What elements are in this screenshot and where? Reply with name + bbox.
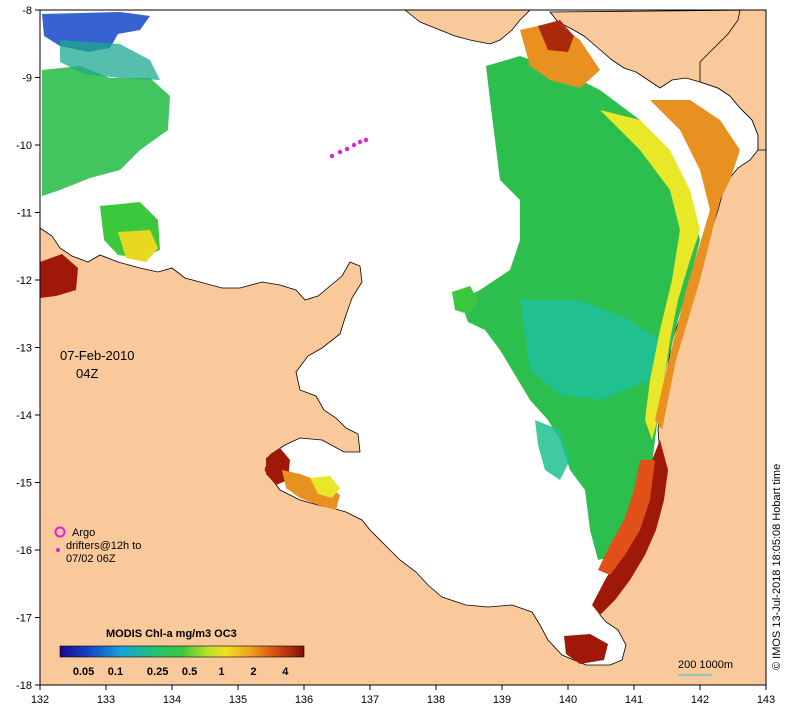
chl-gulf-red-south-tip <box>564 634 608 664</box>
lon-tick-label: 136 <box>295 694 313 706</box>
colorbar-labels: 0.05 0.1 0.25 0.5 1 2 4 <box>73 666 289 678</box>
drifter-point <box>337 149 343 155</box>
land-layer <box>39 9 767 686</box>
colorbar-tick-label: 2 <box>250 666 256 678</box>
argo-label: Argo <box>72 527 95 539</box>
chl-sw-yellow <box>310 476 340 498</box>
lat-tick-label: -10 <box>16 140 32 152</box>
colorbar-tick-label: 4 <box>282 666 289 678</box>
chl-gulf-teal-southwest <box>535 420 570 480</box>
chl-gulf-orange-southeast <box>598 460 655 575</box>
drifter-symbol <box>56 548 60 552</box>
lon-tick-label: 139 <box>493 694 511 706</box>
drifter-point <box>329 153 335 159</box>
lat-tick-label: -17 <box>16 613 32 625</box>
lon-tick-label: 141 <box>625 694 643 706</box>
lat-tick-label: -13 <box>16 343 32 355</box>
time-label: 04Z <box>76 366 98 381</box>
latitude-axis: -8 -9 -10 -11 -12 -13 -14 -15 -16 -17 -18 <box>16 5 40 692</box>
colorbar-gradient <box>59 645 305 658</box>
lat-tick-label: -16 <box>16 545 32 557</box>
colorbar-tick-label: 0.25 <box>147 666 168 678</box>
colorbar-tick-label: 0.1 <box>108 666 123 678</box>
chl-patch-nw-red <box>40 254 78 298</box>
argo-symbol <box>54 526 66 538</box>
chl-gulf-green-west <box>452 286 478 314</box>
date-label: 07-Feb-2010 <box>60 348 134 363</box>
drifter-point <box>351 142 357 148</box>
chl-patch-nw-green <box>42 66 170 196</box>
chl-gulf-yellow-east <box>600 110 700 440</box>
drifters-label-line1: drifters@12h to <box>66 540 141 552</box>
drifters-label-line2: 07/02 06Z <box>66 553 116 565</box>
longitude-axis: 132 133 134 135 136 137 138 139 140 141 142 143 <box>31 685 775 706</box>
depth-label: 200 1000m <box>678 659 733 671</box>
colorbar-tick-label: 1 <box>218 666 224 678</box>
chl-gulf-orange-east <box>650 100 740 430</box>
lon-tick-label: 140 <box>559 694 577 706</box>
chl-patch-coast-yellow <box>118 230 158 262</box>
legend-argo: Argo drifters@12h to 07/02 06Z <box>54 526 141 565</box>
lon-tick-label: 134 <box>163 694 181 706</box>
lon-tick-label: 132 <box>31 694 49 706</box>
lat-tick-label: -12 <box>16 275 32 287</box>
lon-tick-label: 137 <box>361 694 379 706</box>
colorbar-tick-label: 0.05 <box>73 666 94 678</box>
chl-gulf-orange-north <box>520 22 600 88</box>
lon-tick-label: 138 <box>427 694 445 706</box>
lat-tick-label: -14 <box>16 410 32 422</box>
chl-patch-nw-teal <box>60 40 160 80</box>
depth-legend: 200 1000m <box>678 659 733 676</box>
lat-tick-label: -18 <box>16 680 32 692</box>
lon-tick-label: 143 <box>757 694 775 706</box>
drifter-point <box>344 146 350 152</box>
chl-gulf-red-north <box>538 20 574 52</box>
chl-sw-orange <box>282 470 340 510</box>
colorbar-title: MODIS Chl-a mg/m3 OC3 <box>106 628 237 640</box>
lon-tick-label: 135 <box>229 694 247 706</box>
lon-tick-label: 142 <box>691 694 709 706</box>
chl-gulf-teal <box>520 300 660 400</box>
land-top-right <box>403 9 531 45</box>
drifter-point <box>363 137 369 143</box>
lat-tick-label: -15 <box>16 478 32 490</box>
colorbar: MODIS Chl-a mg/m3 OC3 0.05 0.1 0.25 0.5 1 2 4 <box>59 628 305 678</box>
lon-tick-label: 133 <box>97 694 115 706</box>
drifter-track <box>329 137 369 159</box>
lat-tick-label: -8 <box>22 5 32 17</box>
lat-tick-label: -11 <box>17 208 32 220</box>
credit-text: © IMOS 13-Jul-2018 18:05:08 Hobart time <box>771 464 783 670</box>
chlorophyll-layer <box>40 12 740 664</box>
lat-tick-label: -9 <box>22 73 32 85</box>
colorbar-tick-label: 0.5 <box>182 666 197 678</box>
drifter-point <box>357 139 363 145</box>
